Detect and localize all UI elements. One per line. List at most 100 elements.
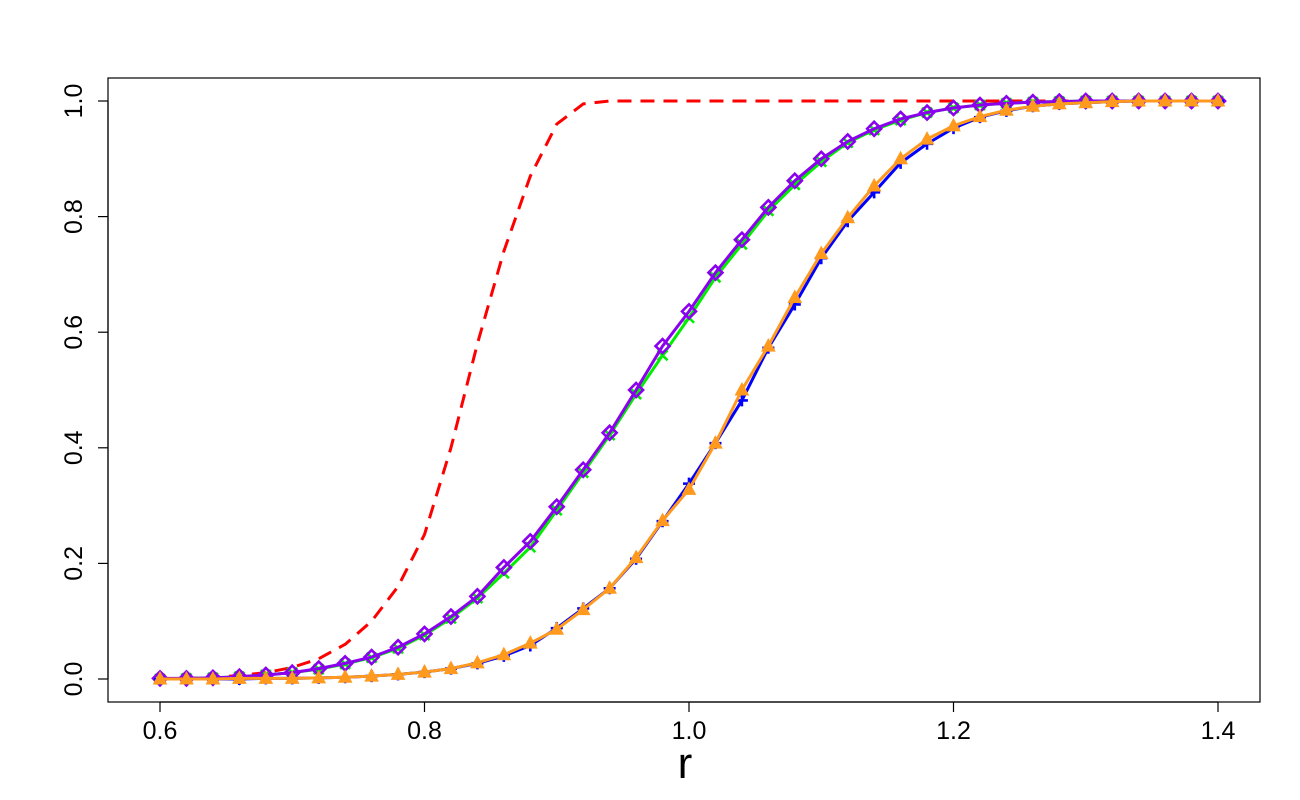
- data-point: [522, 635, 538, 649]
- data-point: [549, 621, 565, 635]
- data-point: [893, 150, 908, 165]
- data-point: [415, 625, 434, 643]
- series-0: [159, 99, 1218, 681]
- data-point: [258, 670, 274, 684]
- x-tick-label: 1.2: [936, 717, 971, 745]
- data-point: [602, 580, 617, 594]
- data-point: [762, 204, 775, 217]
- data-point: [442, 607, 460, 626]
- data-point: [417, 664, 432, 678]
- x-tick-label: 1.0: [672, 717, 707, 745]
- data-point: [812, 149, 831, 168]
- data-point: [177, 669, 196, 688]
- data-point: [708, 435, 723, 449]
- x-axis: 0.6 0.8 1.0 1.2 1.4: [143, 701, 1236, 745]
- data-point: [972, 108, 988, 123]
- data-point: [653, 337, 672, 355]
- data-point: [999, 102, 1014, 116]
- data-point: [734, 381, 750, 396]
- data-point: [1103, 92, 1122, 110]
- data-point: [865, 119, 883, 138]
- data-point: [919, 131, 935, 145]
- data-point: [1025, 98, 1041, 112]
- series-line: [159, 99, 1218, 681]
- series-3: [154, 95, 1224, 685]
- y-axis: 0.0 0.2 0.4 0.6 0.8 1.0: [60, 84, 109, 697]
- data-point: [1051, 95, 1067, 110]
- data-point: [311, 669, 327, 684]
- data-point: [232, 670, 247, 684]
- data-point: [205, 670, 221, 685]
- y-tick-label: 0.4: [60, 430, 88, 465]
- data-point: [600, 423, 619, 442]
- data-point: [946, 117, 961, 132]
- data-point: [759, 198, 778, 217]
- series-line: [160, 99, 1218, 680]
- y-tick-label: 0.8: [60, 199, 88, 234]
- data-point: [628, 549, 644, 564]
- data-point: [495, 558, 513, 577]
- series-layer: [151, 92, 1227, 688]
- series-line: [160, 99, 1218, 681]
- data-point: [179, 670, 194, 685]
- data-point: [1078, 94, 1094, 109]
- data-point: [151, 669, 169, 688]
- data-point: [866, 177, 882, 192]
- data-point: [1210, 92, 1226, 107]
- data-point: [496, 646, 512, 661]
- data-point: [735, 238, 748, 251]
- data-point: [813, 245, 829, 260]
- data-point: [709, 271, 722, 284]
- series-2: [151, 92, 1227, 688]
- data-point: [443, 660, 459, 675]
- data-point: [337, 669, 353, 683]
- data-point: [787, 289, 803, 304]
- data-point: [681, 481, 697, 495]
- data-point: [680, 302, 698, 321]
- x-axis-title: r: [678, 739, 693, 788]
- data-point: [468, 587, 487, 606]
- series-4: [152, 92, 1226, 685]
- data-point: [152, 670, 168, 685]
- data-point: [362, 648, 381, 666]
- data-point: [627, 381, 645, 399]
- series-1: [154, 95, 1224, 685]
- y-tick-label: 0.6: [60, 315, 88, 350]
- data-point: [785, 171, 804, 190]
- data-point: [1104, 93, 1120, 108]
- data-point: [547, 497, 566, 516]
- data-point: [364, 668, 379, 682]
- data-point: [575, 601, 591, 616]
- data-point: [706, 263, 725, 282]
- data-point: [1209, 92, 1227, 110]
- data-point: [891, 110, 910, 128]
- plot-frame: [107, 77, 1261, 703]
- data-point: [389, 638, 407, 657]
- data-point: [1129, 92, 1148, 110]
- x-tick-label: 1.4: [1201, 717, 1236, 745]
- data-point: [733, 230, 751, 249]
- x-tick-label: 0.6: [143, 717, 178, 745]
- data-point: [284, 670, 300, 684]
- data-point: [1182, 92, 1201, 110]
- data-point: [655, 512, 670, 527]
- data-point: [918, 103, 936, 122]
- data-point: [761, 338, 776, 352]
- series-line: [160, 99, 1218, 681]
- data-point: [470, 654, 485, 669]
- data-point: [521, 532, 540, 551]
- data-point: [1131, 92, 1146, 107]
- x-tick-label: 0.8: [407, 717, 442, 745]
- data-point: [390, 666, 406, 680]
- data-point: [788, 178, 801, 191]
- y-tick-label: 1.0: [60, 84, 88, 119]
- data-point: [1184, 92, 1199, 107]
- data-point: [1156, 92, 1174, 110]
- data-point: [1157, 92, 1173, 107]
- y-tick-label: 0.0: [60, 662, 88, 697]
- data-point: [944, 99, 963, 117]
- data-point: [574, 460, 593, 479]
- data-point: [840, 209, 856, 224]
- series-line: [159, 99, 1218, 681]
